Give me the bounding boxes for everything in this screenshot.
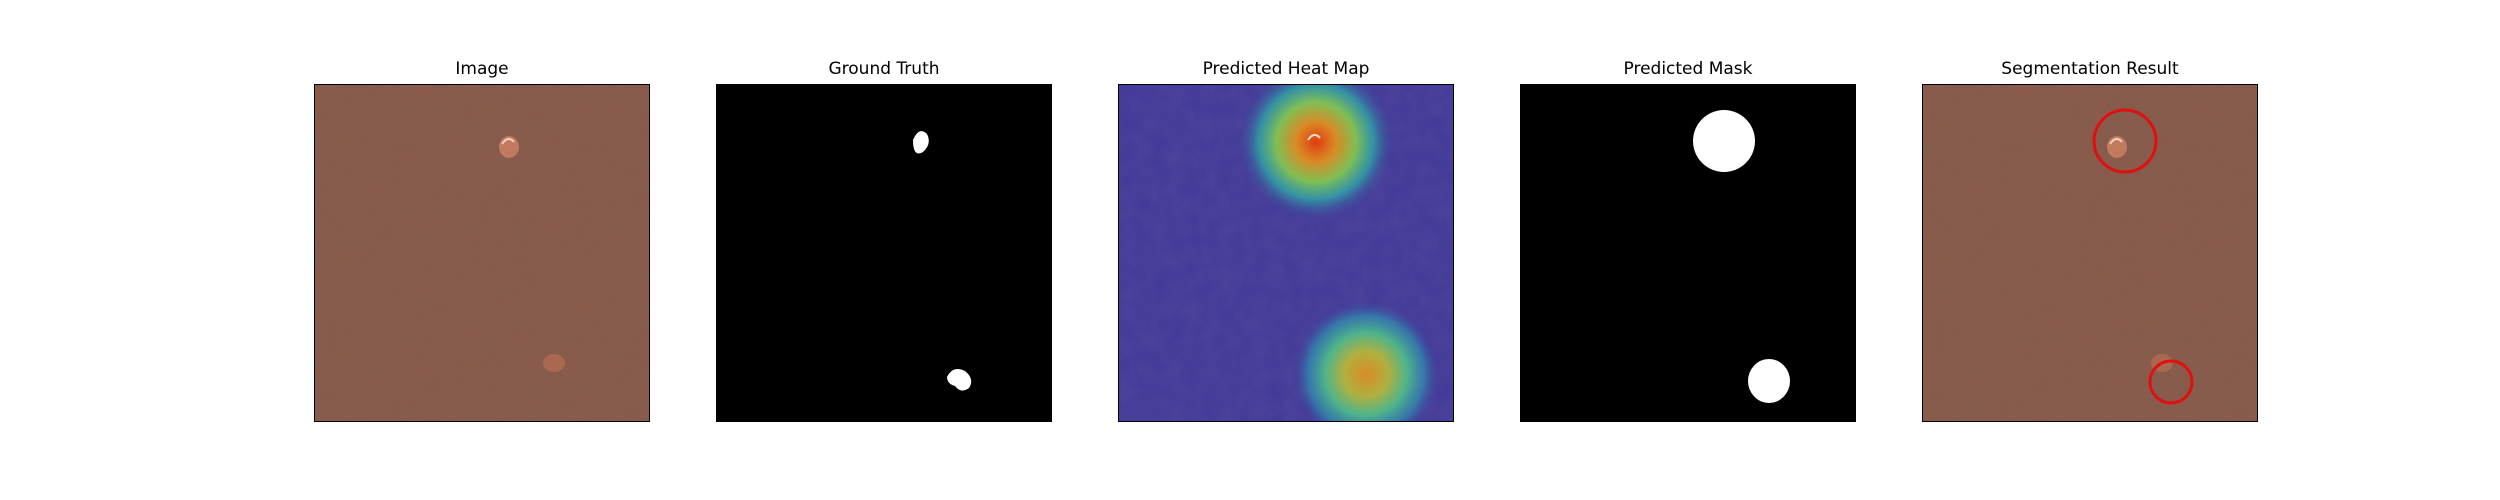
panel-ground-truth: [716, 84, 1052, 422]
panel-title-segmentation-result: Segmentation Result: [2001, 59, 2179, 79]
heat-hotspot-bottom: [1291, 299, 1441, 422]
defect-bottom: [543, 354, 565, 372]
panel-title-ground-truth: Ground Truth: [828, 59, 940, 79]
panel-predicted-mask: [1520, 84, 1856, 422]
gt-blob-bottom: [947, 369, 972, 391]
panel-heat-map: [1118, 84, 1454, 422]
heat-hotspot-top: [1236, 84, 1396, 222]
panel-title-image: Image: [455, 59, 509, 79]
pred-blob-bottom: [1748, 359, 1790, 403]
panel-title-predicted-mask: Predicted Mask: [1623, 59, 1753, 79]
panel-segmentation-result: [1922, 84, 2258, 422]
panel-title-heat-map: Predicted Heat Map: [1202, 59, 1370, 79]
gt-blob-top: [913, 131, 929, 154]
segmentation-outline-top: [2092, 108, 2158, 174]
pred-blob-top: [1693, 110, 1755, 172]
segmentation-outline-bottom: [2148, 359, 2194, 405]
panel-image: [314, 84, 650, 422]
